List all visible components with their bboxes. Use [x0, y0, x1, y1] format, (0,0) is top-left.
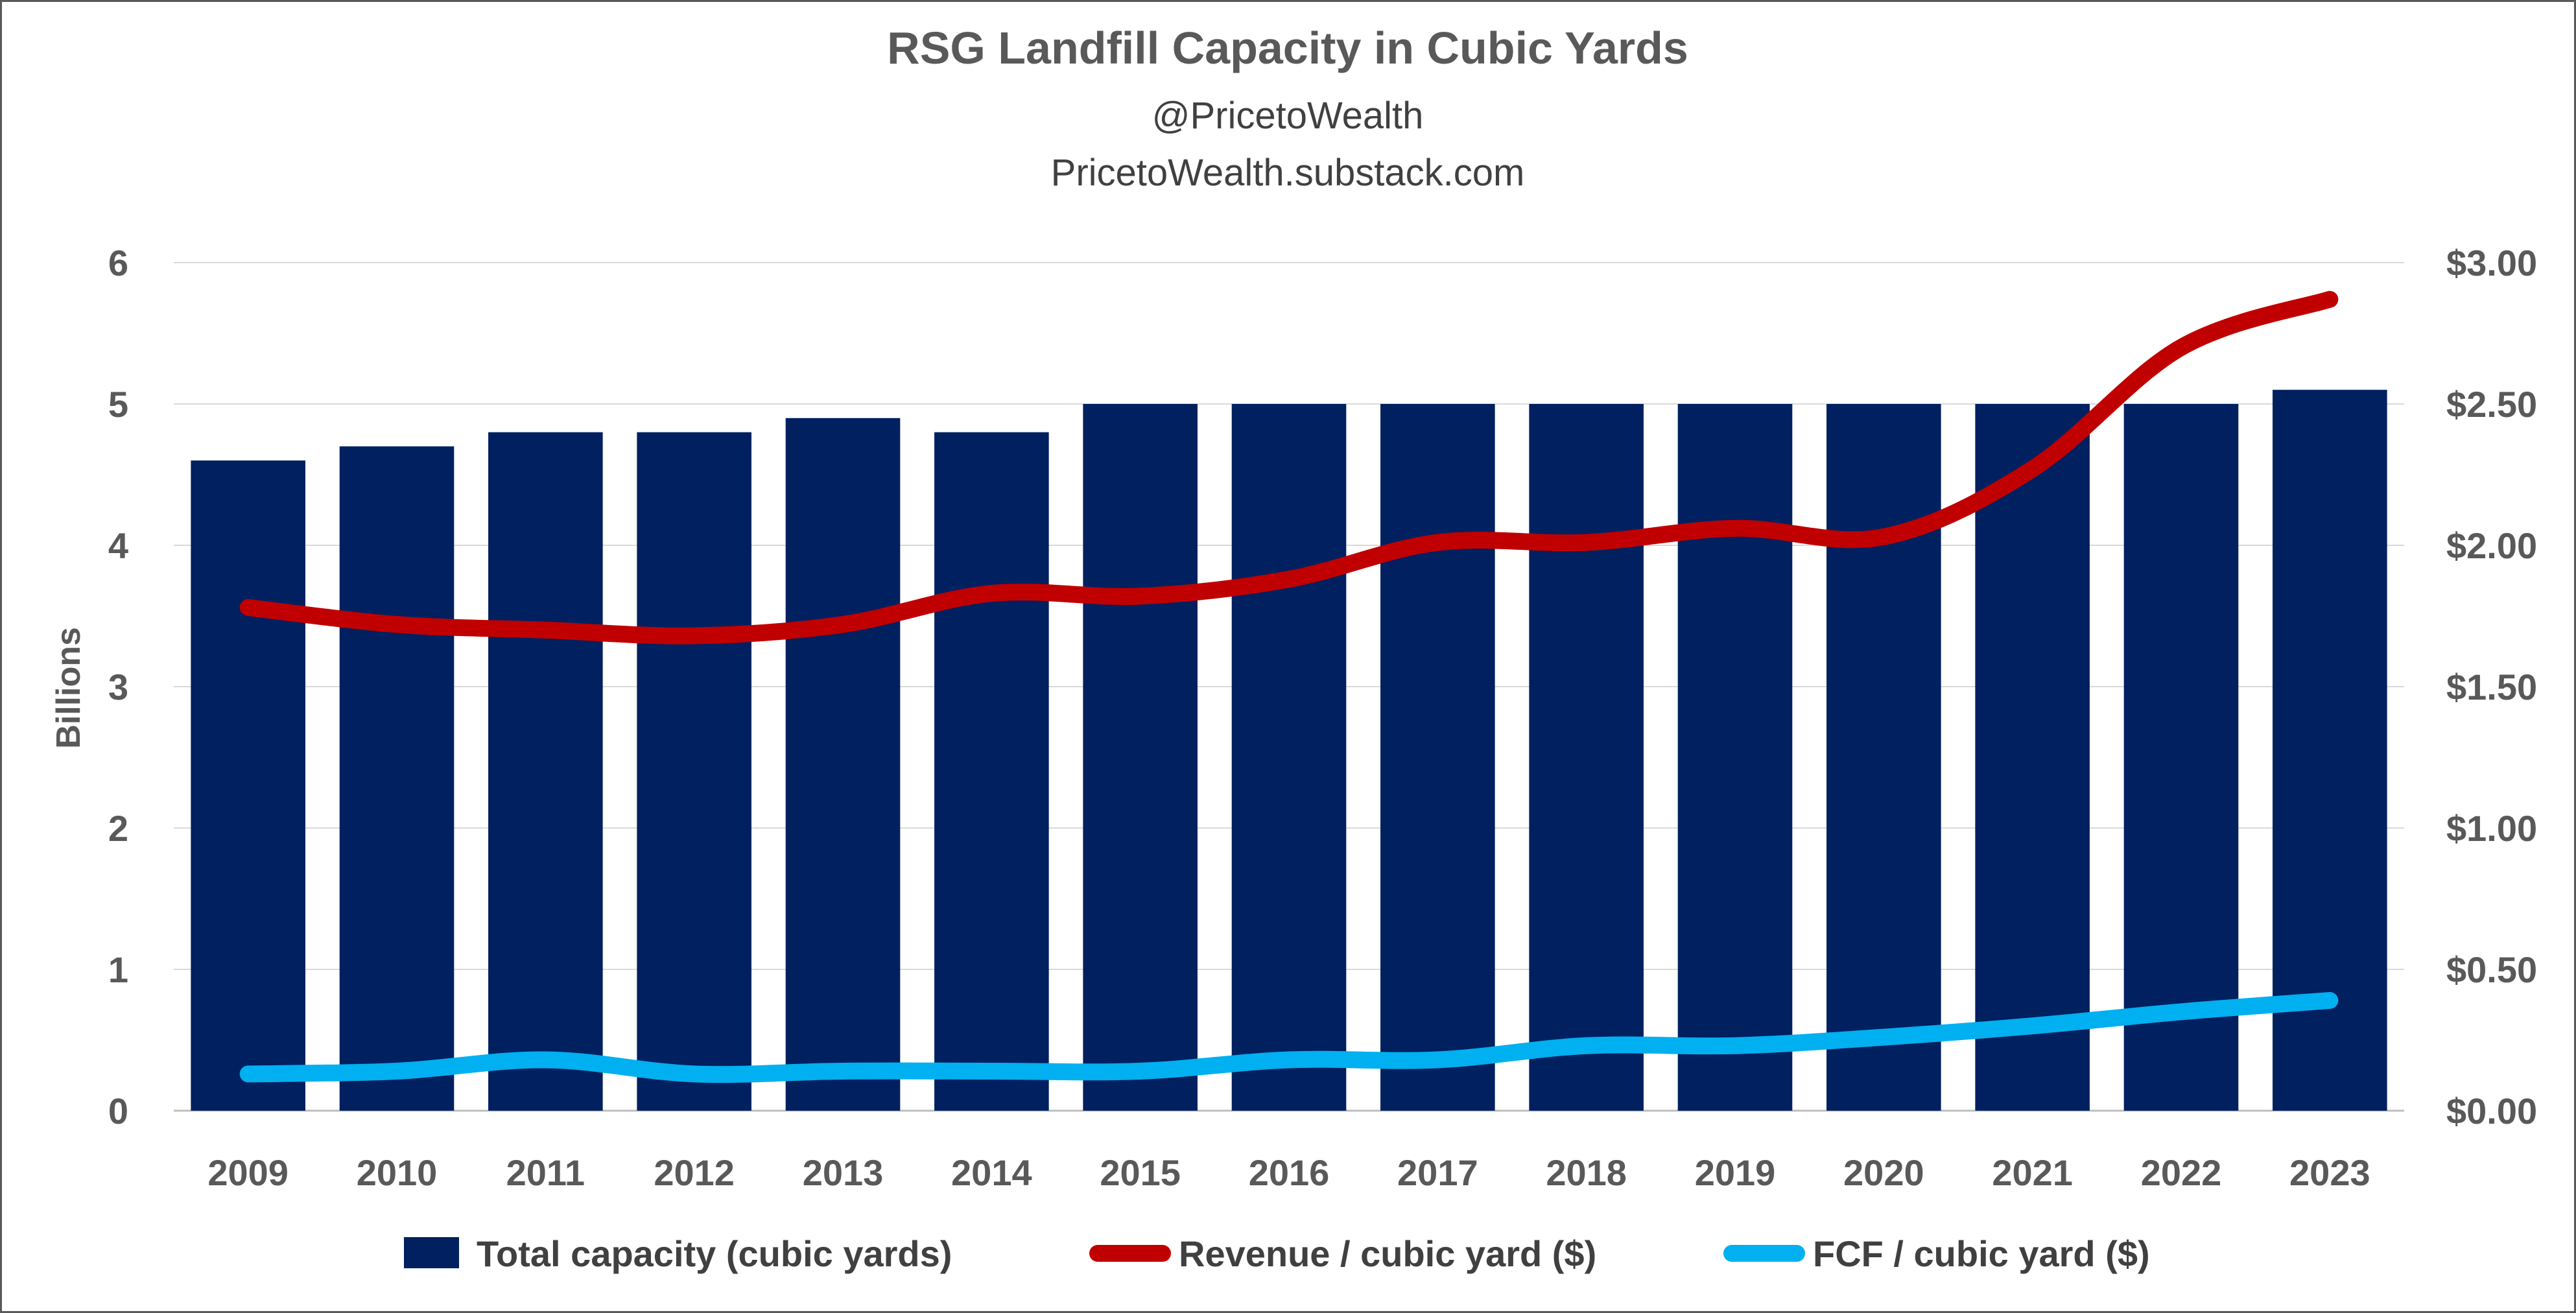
series-line	[239, 991, 2339, 1083]
x-axis-ticks: 2009 2010 2011 2012 2013 2014 2015 2016 2017 2018…	[207, 1152, 2370, 1193]
bar	[785, 418, 901, 1111]
line-series	[239, 290, 2339, 1083]
x-tick-label: 2018	[1546, 1152, 1627, 1193]
legend-label: Total capacity (cubic yards)	[477, 1233, 952, 1274]
y-tick-label: 3	[108, 667, 128, 707]
legend: Total capacity (cubic yards) Revenue / cu…	[404, 1233, 2150, 1274]
bar	[1380, 404, 1495, 1111]
x-tick-label: 2023	[2289, 1152, 2370, 1193]
x-tick-label: 2020	[1843, 1152, 1924, 1193]
x-tick-label: 2014	[951, 1152, 1032, 1193]
y2-tick-label: $1.00	[2446, 808, 2537, 849]
bar	[637, 432, 751, 1111]
y-tick-label: 5	[108, 384, 128, 425]
bar	[1083, 404, 1198, 1111]
legend-label: FCF / cubic yard ($)	[1813, 1233, 2150, 1274]
x-tick-label: 2011	[506, 1152, 585, 1193]
bar-series	[191, 390, 2387, 1111]
y-axis-label: Billions	[50, 627, 88, 749]
y2-axis-ticks: $0.00 $0.50 $1.00 $1.50 $2.00 $2.50 $3.00	[2446, 242, 2537, 1131]
y2-tick-label: $0.00	[2446, 1091, 2537, 1131]
bar	[1231, 404, 1347, 1111]
y2-tick-label: $2.50	[2446, 384, 2537, 425]
legend-label: Revenue / cubic yard ($)	[1179, 1233, 1596, 1274]
chart-subtitle-1: @PricetoWealth	[1152, 95, 1424, 137]
chart-title: RSG Landfill Capacity in Cubic Yards	[887, 23, 1688, 73]
y2-tick-label: $1.50	[2446, 667, 2537, 707]
y2-tick-label: $3.00	[2446, 242, 2537, 283]
y-tick-label: 0	[108, 1091, 128, 1131]
chart-subtitle-2: PricetoWealth.substack.com	[1051, 152, 1525, 194]
x-tick-label: 2022	[2141, 1152, 2222, 1193]
bar	[191, 460, 305, 1111]
bar	[1975, 404, 2090, 1111]
y2-tick-label: $2.00	[2446, 525, 2537, 566]
bar	[2273, 390, 2387, 1111]
bar	[488, 432, 603, 1111]
y-tick-label: 6	[108, 242, 128, 283]
bar	[339, 446, 455, 1111]
series-line	[239, 290, 2339, 645]
x-tick-label: 2015	[1100, 1152, 1181, 1193]
x-tick-label: 2013	[803, 1152, 884, 1193]
x-tick-label: 2012	[654, 1152, 735, 1193]
y-tick-label: 2	[108, 808, 128, 849]
y-tick-label: 1	[108, 949, 128, 990]
bar	[2123, 404, 2239, 1111]
x-tick-label: 2021	[1992, 1152, 2073, 1193]
x-tick-label: 2019	[1695, 1152, 1776, 1193]
x-tick-label: 2009	[207, 1152, 289, 1193]
y-tick-label: 4	[108, 525, 128, 566]
bar	[934, 432, 1049, 1111]
bar	[1529, 404, 1644, 1111]
x-tick-label: 2010	[357, 1152, 438, 1193]
x-tick-label: 2016	[1249, 1152, 1330, 1193]
bar	[1677, 404, 1793, 1111]
y2-tick-label: $0.50	[2446, 949, 2537, 990]
legend-swatch	[404, 1237, 459, 1268]
y-axis-ticks: 0 1 2 3 4 5 6	[108, 242, 128, 1131]
bar	[1826, 404, 1941, 1111]
x-tick-label: 2017	[1397, 1152, 1478, 1193]
